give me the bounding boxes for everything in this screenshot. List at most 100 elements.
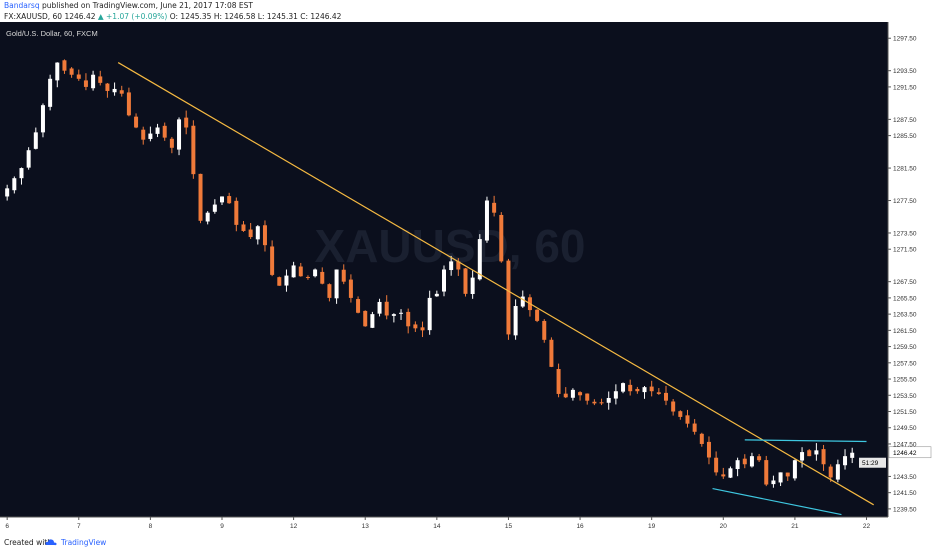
candle [585, 393, 590, 405]
candle-body [814, 450, 819, 455]
time-tick-label: 15 [505, 523, 513, 530]
candle [742, 454, 747, 469]
candle [348, 274, 353, 303]
candle [728, 466, 733, 479]
price-tick-label: 1277.50 [893, 198, 917, 205]
candle [98, 70, 103, 86]
candle-body [506, 260, 511, 335]
candle-body [520, 296, 525, 307]
candle [241, 221, 246, 232]
candle [757, 453, 762, 462]
candle-body [305, 276, 310, 278]
candle [205, 211, 210, 225]
candle-body [248, 229, 253, 238]
candle-body [413, 324, 418, 329]
time-tick-label: 20 [720, 523, 728, 530]
candle [377, 298, 382, 317]
candle [184, 110, 189, 135]
candle [191, 120, 196, 179]
candle [162, 122, 167, 141]
candle-body [169, 138, 174, 148]
candle [621, 382, 626, 394]
candle [563, 387, 568, 399]
candle-body [470, 277, 475, 295]
candle-body [563, 393, 568, 398]
candle [570, 388, 575, 401]
price-axis[interactable]: 1297.50 1293.50 1291.50 1287.50 1285.50 1281.… [859, 22, 932, 517]
candle-body [399, 312, 404, 314]
candle-body [585, 393, 590, 401]
candle [413, 321, 418, 332]
candle [449, 255, 454, 276]
candle-body [420, 327, 425, 331]
candle [384, 295, 389, 320]
candle [91, 70, 96, 91]
candle-body [5, 188, 10, 197]
candle [442, 265, 446, 297]
candle [850, 447, 855, 464]
candle-body [69, 68, 74, 75]
price-tick-label: 1239.50 [893, 506, 917, 513]
candle [656, 388, 661, 395]
candle [40, 103, 45, 138]
candle-body [592, 401, 597, 404]
candle [599, 398, 604, 406]
candle [33, 127, 38, 150]
publish-header: Bandarsq published on TradingView.com, J… [0, 0, 932, 22]
candle-body [76, 74, 81, 79]
candle-body [613, 391, 618, 399]
candle-body [348, 279, 353, 298]
time-tick-label: 21 [791, 523, 799, 530]
candle [642, 386, 647, 399]
candle-body [628, 384, 633, 392]
last-price-text: 1246.42 [64, 12, 96, 21]
candle [26, 147, 31, 170]
candle-body [570, 389, 575, 398]
candle-body [227, 196, 232, 204]
drawings-group[interactable] [117, 62, 874, 516]
candle [699, 432, 704, 447]
change-text: ▲ +1.07 (+0.09%) [97, 12, 168, 21]
candle [313, 268, 318, 278]
candle [119, 85, 124, 97]
price-tick-label: 1261.50 [893, 328, 917, 335]
countdown-label: 51:29 [862, 460, 879, 467]
candle [126, 87, 131, 117]
candle [477, 234, 482, 281]
price-tick-label: 1271.50 [893, 247, 917, 254]
candle-body [706, 441, 711, 458]
candle [391, 313, 396, 323]
candle-body [714, 457, 719, 473]
candle-body [191, 125, 196, 175]
candle-body [635, 388, 640, 392]
candle-body [134, 116, 139, 128]
candle [771, 475, 776, 488]
price-chart[interactable]: XAUUSD, 60 Gold/U.S. Dollar, 60, FXCM 12… [0, 22, 932, 535]
candle-body [742, 458, 747, 465]
candle-body [284, 275, 289, 286]
time-axis[interactable]: 6 7 8 9 12 13 14 15 16 19 20 21 22 [0, 516, 888, 530]
price-tick-label: 1259.50 [893, 344, 917, 351]
candle [62, 59, 67, 74]
candle [671, 399, 676, 416]
price-tick-label: 1267.50 [893, 279, 917, 286]
candle [155, 123, 160, 138]
candle [749, 452, 754, 468]
candle-body [771, 480, 776, 485]
author-link[interactable]: Bandarsq [4, 1, 40, 10]
candle-body [384, 301, 389, 316]
candle-body [664, 392, 668, 401]
candle [5, 184, 10, 201]
candle [764, 455, 769, 487]
last-price-badge [888, 446, 932, 459]
candle-body [549, 339, 554, 367]
candle-body [807, 450, 812, 457]
candle-body [377, 301, 382, 314]
candle-body [198, 173, 203, 221]
candle-body [40, 105, 45, 133]
tradingview-brand-link[interactable]: TradingView [61, 538, 107, 547]
time-tick-label: 8 [149, 523, 153, 530]
time-tick-label: 14 [433, 523, 441, 530]
candle-body [91, 74, 96, 89]
candle [484, 196, 489, 243]
